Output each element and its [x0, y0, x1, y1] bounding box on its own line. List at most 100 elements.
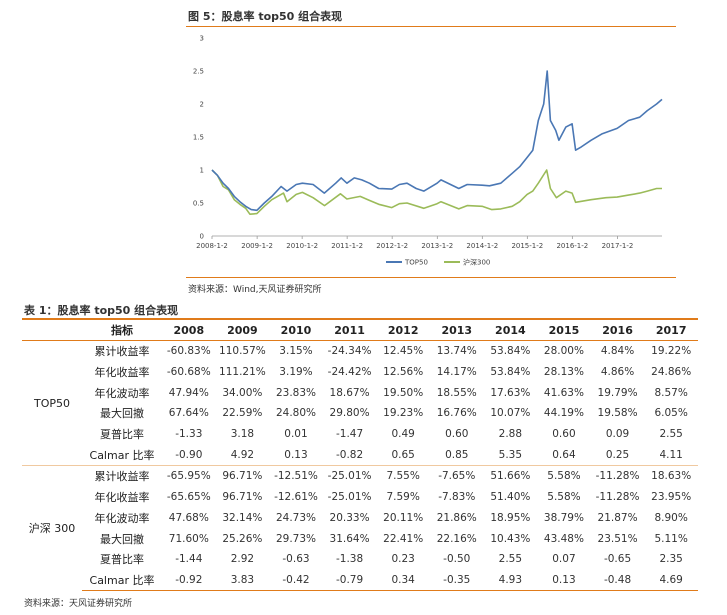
- value-cell: 5.11%: [654, 532, 688, 545]
- x-tick-label: 2015-1-2: [511, 242, 543, 250]
- table-row: Calmar 比率 -0.90 4.92 0.13 -0.82 0.65 0.85 5.35 0…: [22, 444, 698, 465]
- value-cell: 0.49: [391, 428, 415, 441]
- value-cell: 4.69: [644, 569, 698, 592]
- metric-label: 年化收益率: [94, 491, 150, 505]
- value-cell: 18.55%: [436, 386, 477, 399]
- value-cell: -0.92: [162, 569, 216, 592]
- value-cell: 20.11%: [383, 511, 424, 524]
- value-cell: -1.38: [335, 553, 364, 566]
- x-tick-label: 2012-1-2: [376, 242, 408, 250]
- value-cell: 2.55: [659, 428, 683, 441]
- table-row: 年化收益率 -65.65% 96.71% -12.61% -25.01% 7.59% -7.…: [22, 487, 698, 508]
- x-tick-label: 2010-1-2: [286, 242, 318, 250]
- value-cell: 0.09: [605, 428, 630, 441]
- value-cell: 23.83%: [275, 386, 316, 399]
- table-header-cell: 2011: [322, 318, 377, 341]
- table-body: TOP50 累计收益率 -60.83% 110.57% 3.15% -24.34% 12.4…: [22, 341, 698, 592]
- table-row: 年化收益率 -60.68% 111.21% 3.19% -24.42% 12.56% 14.…: [22, 362, 698, 383]
- metric-label: 累计收益率: [82, 465, 162, 487]
- value-cell: 96.71%: [215, 465, 270, 487]
- figure-title: 图 5：股息率 top50 组合表现: [188, 10, 343, 23]
- value-cell: 51.40%: [490, 491, 531, 504]
- y-tick-label: 0: [200, 233, 204, 241]
- value-cell: 0.25: [605, 448, 630, 461]
- table-header-cell: 2009: [215, 318, 270, 341]
- value-cell: 47.94%: [168, 386, 209, 399]
- value-cell: 38.79%: [543, 511, 584, 524]
- table-row: TOP50 累计收益率 -60.83% 110.57% 3.15% -24.34% 12.4…: [22, 341, 698, 409]
- table-header-cell: 指标: [82, 318, 162, 341]
- value-cell: -12.61%: [274, 491, 318, 504]
- value-cell: 0.85: [445, 448, 469, 461]
- value-cell: -11.28%: [590, 465, 645, 487]
- x-tick-label: 2013-1-2: [421, 242, 453, 250]
- metric-label: 年化收益率: [94, 366, 150, 380]
- value-cell: 0.07: [552, 553, 576, 566]
- value-cell: 0.13: [537, 569, 591, 592]
- value-cell: -65.65%: [166, 491, 211, 504]
- value-cell: 22.59%: [222, 407, 263, 420]
- value-cell: -0.48: [590, 569, 645, 592]
- value-cell: 24.80%: [275, 407, 316, 420]
- value-cell: 0.60: [445, 428, 469, 441]
- value-cell: 28.13%: [543, 366, 584, 379]
- value-cell: -25.01%: [322, 465, 377, 487]
- table-header-cell: 2008: [162, 318, 216, 341]
- table-header-row: 指标 2008 2009 2010 2011 2012 2013 2014 2015 2016 20…: [22, 318, 698, 341]
- value-cell: 20.33%: [329, 511, 370, 524]
- value-cell: 51.66%: [483, 465, 538, 487]
- value-cell: -0.65: [603, 553, 632, 566]
- value-cell: 18.95%: [490, 511, 531, 524]
- value-cell: -24.34%: [327, 345, 372, 358]
- value-cell: 47.68%: [168, 511, 209, 524]
- value-cell: 21.87%: [597, 511, 638, 524]
- value-cell: 23.51%: [597, 532, 638, 545]
- value-cell: 53.84%: [490, 345, 531, 358]
- value-cell: -60.68%: [166, 366, 211, 379]
- value-cell: 23.95%: [651, 491, 692, 504]
- y-tick-label: 3: [200, 35, 204, 43]
- y-tick-label: 0.5: [193, 200, 204, 208]
- value-cell: 110.57%: [219, 345, 266, 358]
- series-lines: [211, 70, 663, 215]
- value-cell: -0.90: [175, 448, 203, 461]
- value-cell: 0.60: [552, 428, 576, 441]
- value-cell: 4.93: [483, 569, 538, 592]
- value-cell: 2.55: [498, 553, 523, 566]
- metric-label: 夏普比率: [100, 553, 144, 567]
- value-cell: 22.16%: [436, 532, 477, 545]
- table-header-cell: 2015: [537, 318, 591, 341]
- figure-source: 资料来源：Wind,天风证券研究所: [188, 285, 322, 295]
- value-cell: 10.07%: [490, 407, 531, 420]
- value-cell: 5.35: [498, 448, 523, 461]
- value-cell: 5.58%: [547, 491, 581, 504]
- value-cell: 0.65: [391, 448, 415, 461]
- value-cell: -24.42%: [327, 366, 372, 379]
- value-cell: -0.35: [429, 569, 484, 592]
- value-cell: 22.41%: [383, 532, 424, 545]
- table-header-cell: 2017: [644, 318, 698, 341]
- value-cell: 53.84%: [490, 366, 531, 379]
- value-cell: 14.17%: [436, 366, 477, 379]
- table-row: 最大回撤 71.60% 25.26% 29.73% 31.64% 22.41% 22.16%…: [22, 528, 698, 549]
- value-cell: 24.86%: [651, 366, 692, 379]
- series-line-top50: [211, 70, 663, 212]
- x-tick-label: 2017-1-2: [602, 242, 634, 250]
- value-cell: 12.45%: [383, 345, 424, 358]
- group-label: 沪深 300: [22, 465, 82, 591]
- metric-label: 最大回撤: [100, 532, 144, 546]
- value-cell: 111.21%: [219, 366, 266, 379]
- value-cell: 10.43%: [490, 532, 531, 545]
- value-cell: 2.92: [230, 553, 255, 566]
- value-cell: 19.22%: [651, 345, 692, 358]
- value-cell: -0.50: [443, 553, 471, 566]
- value-cell: 7.55%: [376, 465, 430, 487]
- value-cell: 3.83: [215, 569, 270, 592]
- value-cell: 3.19%: [279, 366, 313, 379]
- value-cell: 7.59%: [386, 491, 420, 504]
- table-row: 夏普比率 -1.44 2.92 -0.63 -1.38 0.23 -0.50 2.55 0.07…: [22, 549, 698, 570]
- value-cell: 4.86%: [600, 366, 635, 379]
- x-tick-label: 2009-1-2: [241, 242, 273, 250]
- value-cell: 16.76%: [436, 407, 477, 420]
- legend-label: TOP50: [404, 259, 428, 267]
